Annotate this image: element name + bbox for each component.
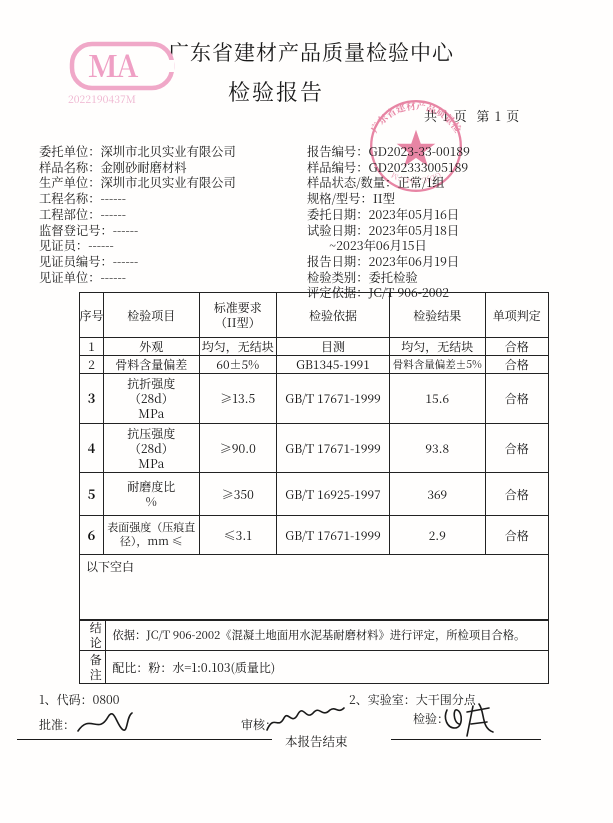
svg-text:广东省建材产品质量检: 广东省建材产品质量检 (367, 98, 465, 135)
svg-text:MA: MA (88, 42, 139, 86)
